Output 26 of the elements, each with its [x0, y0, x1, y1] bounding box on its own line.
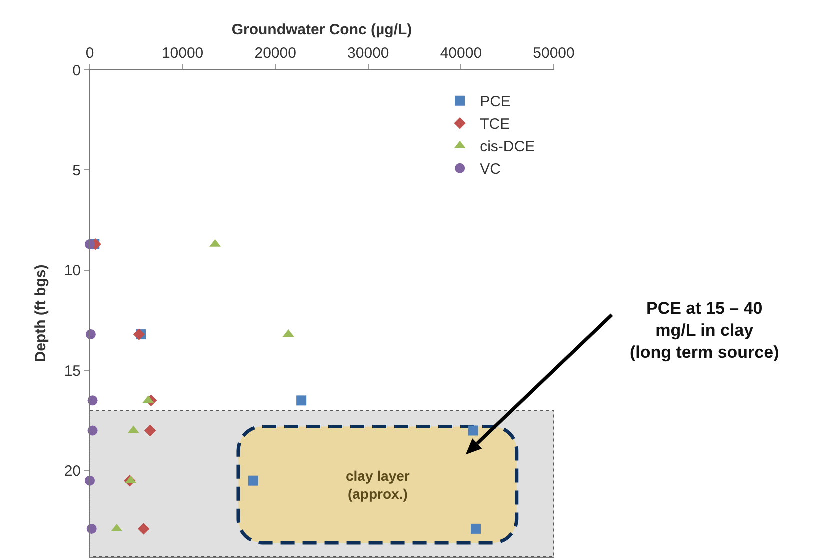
legend-label: VC	[480, 161, 502, 178]
legend-label: PCE	[480, 94, 511, 111]
point	[468, 426, 478, 436]
text: PCE at 15 – 40 mg/L in clay (long term source)	[630, 299, 780, 362]
legend-label: TCE	[480, 116, 510, 134]
x-tick-label: 20000	[254, 45, 296, 62]
point	[144, 424, 156, 437]
point	[138, 523, 150, 535]
point	[133, 328, 146, 340]
point	[248, 476, 258, 486]
x-tick-label: 30000	[348, 45, 390, 62]
x-tick-label: 50000	[533, 45, 575, 62]
legend-label: cis-DCE	[480, 138, 536, 156]
x-axis-title: Groundwater Conc (µg/L)	[232, 21, 412, 38]
x-tick-label: 10000	[162, 45, 204, 62]
point	[471, 524, 482, 534]
y-tick-label: 0	[72, 62, 81, 80]
y-axis-title: Depth (ft bgs)	[32, 264, 50, 362]
band-label: clay layer (approx.)	[346, 468, 410, 502]
point	[296, 396, 307, 406]
x-tick-label: 0	[86, 45, 94, 62]
y-tick-label: 20	[64, 463, 81, 480]
y-tick-label: 10	[64, 262, 81, 280]
y-tick-label: 15	[64, 362, 81, 380]
x-tick-label: 40000	[440, 45, 482, 62]
y-tick-label: 5	[72, 162, 81, 180]
